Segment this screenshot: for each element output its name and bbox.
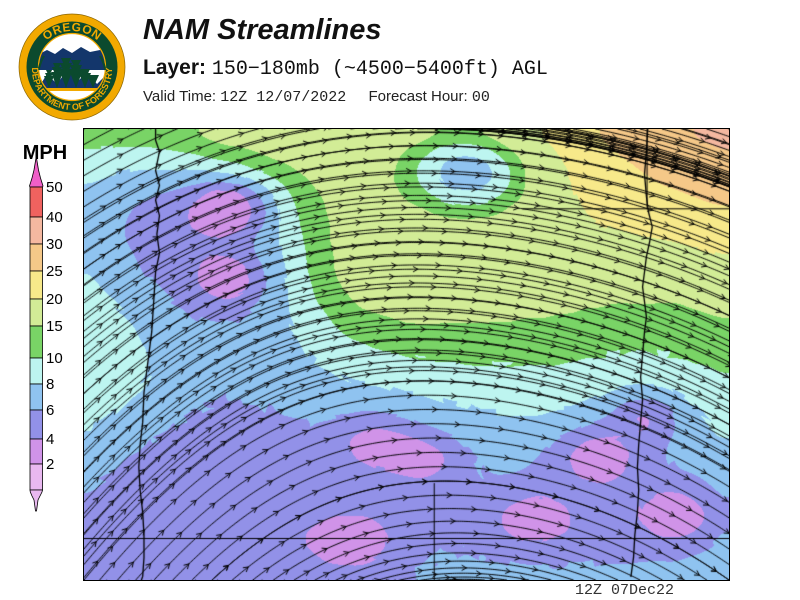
svg-text:2: 2 [46,456,54,473]
svg-text:30: 30 [46,236,63,253]
svg-text:25: 25 [46,263,63,280]
svg-text:6: 6 [46,402,54,419]
svg-text:40: 40 [46,209,63,226]
svg-text:8: 8 [46,376,54,393]
svg-text:4: 4 [46,431,54,448]
svg-text:15: 15 [46,318,63,335]
svg-text:10: 10 [46,350,63,367]
svg-text:20: 20 [46,291,63,308]
svg-text:50: 50 [46,179,63,196]
